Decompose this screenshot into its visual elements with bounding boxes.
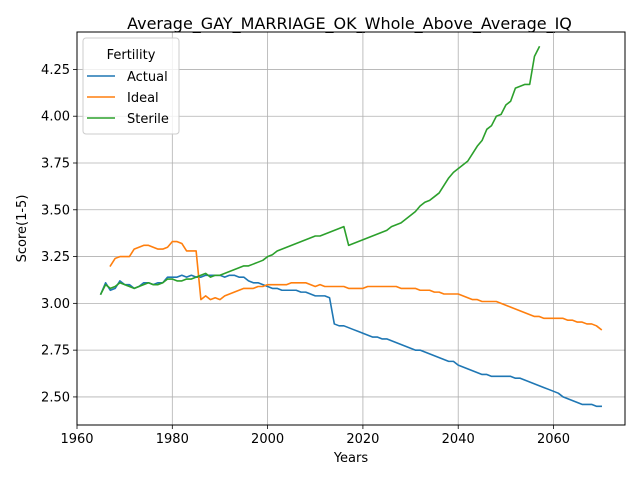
y-tick-label: 3.50 <box>41 203 70 218</box>
y-tick-label: 3.25 <box>41 250 70 265</box>
legend-title: Fertility <box>107 48 156 63</box>
plot-area-frame <box>76 31 626 426</box>
chart-title: Average_GAY_MARRIAGE_OK_Whole_Above_Aver… <box>127 14 572 34</box>
legend-box <box>82 37 180 135</box>
y-tick-label: 2.50 <box>41 390 70 405</box>
x-tick-label: 1980 <box>156 432 189 447</box>
x-tick-label: 2020 <box>346 432 379 447</box>
y-axis-label: Score(1-5) <box>15 195 30 263</box>
x-tick-label: 2000 <box>251 432 284 447</box>
legend-items: Actual Ideal Sterile <box>87 70 169 127</box>
series-line-sterile <box>99 45 541 296</box>
grid <box>76 32 625 425</box>
series-line-actual <box>99 274 602 408</box>
legend-label-sterile: Sterile <box>127 112 169 127</box>
x-tick-label: 2060 <box>537 432 570 447</box>
legend-label-actual: Actual <box>127 70 168 85</box>
y-tick-label: 4.25 <box>41 63 70 78</box>
y-tick-label: 3.00 <box>41 297 70 312</box>
y-axis: 2.50 2.75 3.00 3.25 3.50 3.75 4.00 4.25 <box>41 63 77 405</box>
legend-label-ideal: Ideal <box>127 91 159 106</box>
series-line-ideal <box>109 240 603 331</box>
x-axis-label: Years <box>333 451 369 466</box>
y-tick-label: 3.75 <box>41 157 70 172</box>
series-layer <box>99 45 603 408</box>
x-axis: 1960 1980 2000 2020 2040 2060 <box>60 425 570 447</box>
legend: Fertility Actual Ideal Sterile <box>82 37 180 135</box>
y-tick-label: 4.00 <box>41 110 70 125</box>
x-tick-label: 1960 <box>60 432 93 447</box>
x-tick-label: 2040 <box>442 432 475 447</box>
y-tick-label: 2.75 <box>41 344 70 359</box>
